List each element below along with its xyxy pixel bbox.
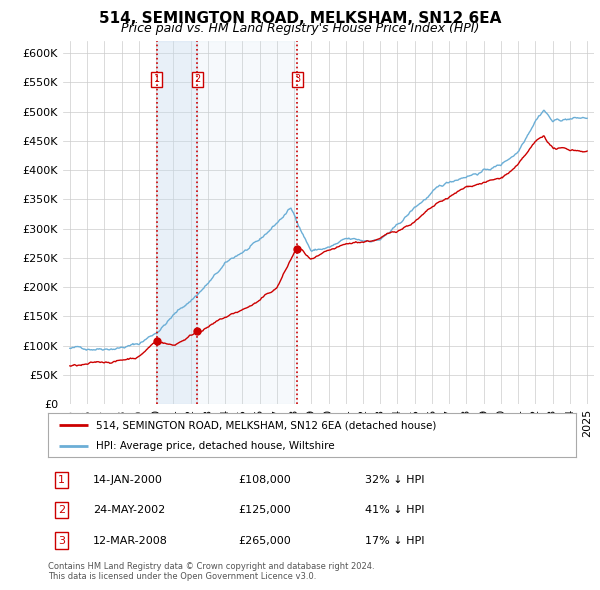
Text: 514, SEMINGTON ROAD, MELKSHAM, SN12 6EA: 514, SEMINGTON ROAD, MELKSHAM, SN12 6EA: [99, 11, 501, 25]
Text: 12-MAR-2008: 12-MAR-2008: [93, 536, 168, 546]
Text: 3: 3: [58, 536, 65, 546]
Text: 2: 2: [58, 506, 65, 515]
Text: 17% ↓ HPI: 17% ↓ HPI: [365, 536, 424, 546]
Text: 2: 2: [194, 74, 200, 84]
Text: £108,000: £108,000: [238, 475, 291, 485]
Text: £125,000: £125,000: [238, 506, 291, 515]
Text: 24-MAY-2002: 24-MAY-2002: [93, 506, 165, 515]
Text: 514, SEMINGTON ROAD, MELKSHAM, SN12 6EA (detached house): 514, SEMINGTON ROAD, MELKSHAM, SN12 6EA …: [95, 421, 436, 430]
Bar: [157, 41, 197, 404]
Text: Contains HM Land Registry data © Crown copyright and database right 2024.
This d: Contains HM Land Registry data © Crown c…: [48, 562, 374, 581]
Text: HPI: Average price, detached house, Wiltshire: HPI: Average price, detached house, Wilt…: [95, 441, 334, 451]
Text: 1: 1: [58, 475, 65, 485]
Bar: [197, 41, 298, 404]
Text: Price paid vs. HM Land Registry's House Price Index (HPI): Price paid vs. HM Land Registry's House …: [121, 22, 479, 35]
Text: 41% ↓ HPI: 41% ↓ HPI: [365, 506, 424, 515]
Text: 1: 1: [154, 74, 160, 84]
Text: 32% ↓ HPI: 32% ↓ HPI: [365, 475, 424, 485]
Text: £265,000: £265,000: [238, 536, 291, 546]
Text: 14-JAN-2000: 14-JAN-2000: [93, 475, 163, 485]
Text: 3: 3: [295, 74, 301, 84]
